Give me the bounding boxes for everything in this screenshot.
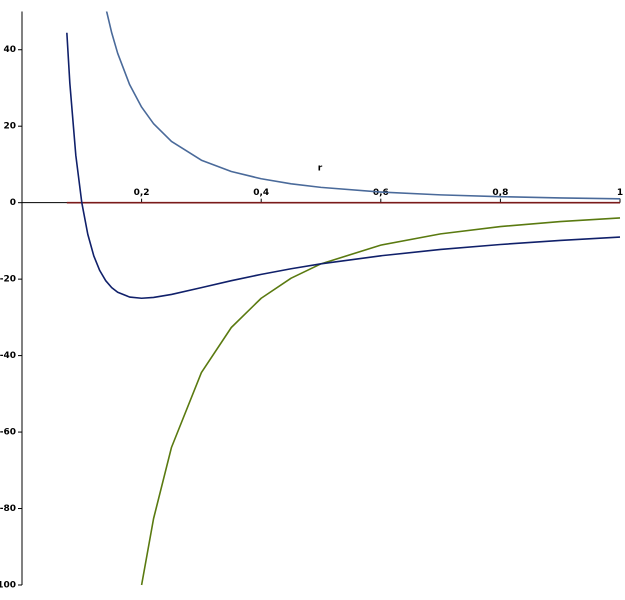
- y-tick-label: -100: [0, 581, 16, 591]
- x-tick-label: 0,8: [492, 188, 508, 198]
- x-tick-label: 0,4: [253, 188, 269, 198]
- x-axis-label: r: [318, 164, 323, 174]
- y-tick-label: 40: [3, 45, 16, 55]
- y-tick-label: -40: [0, 351, 16, 361]
- x-tick-label: 0,6: [373, 188, 389, 198]
- y-tick-label: 0: [10, 198, 16, 208]
- curve: [140, 217, 621, 586]
- y-tick-label: -80: [0, 504, 16, 514]
- y-tick-label: -60: [0, 428, 16, 438]
- y-tick-label: 20: [3, 122, 16, 132]
- x-tick-label: 0,2: [134, 188, 150, 198]
- x-tick-label: 1: [617, 188, 623, 198]
- y-tick-label: -20: [0, 275, 16, 285]
- curve: [105, 11, 621, 200]
- curve: [66, 32, 621, 300]
